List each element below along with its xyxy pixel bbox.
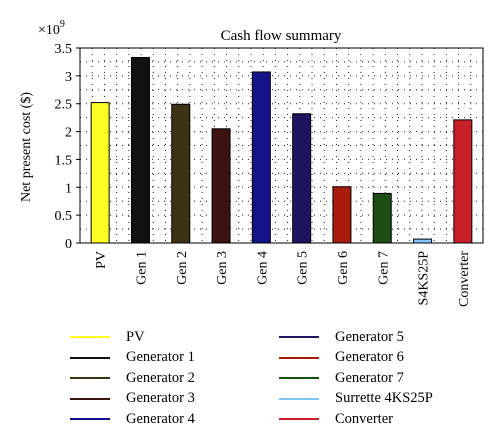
- chart-title: Cash flow summary: [221, 28, 342, 44]
- x-tick-labels: PV Gen 1 Gen 2 Gen 3 Gen 4 Gen 5 Gen 6 Gen 7 S4K…: [94, 251, 472, 307]
- y-tick-label: 1.5: [55, 153, 73, 168]
- plot-frame: [79, 47, 484, 244]
- y-tick-label: 0.5: [55, 209, 73, 224]
- x-tick-label: Gen 4: [255, 251, 270, 285]
- y-multiplier-exponent: 9: [60, 19, 65, 30]
- bar-gen-2: [171, 103, 191, 244]
- x-tick-label: Gen 1: [134, 251, 149, 285]
- x-tick-label: PV: [94, 251, 109, 269]
- x-tick-label: Gen 6: [336, 251, 351, 285]
- bar-s4ks25p: [413, 238, 433, 244]
- y-tick-label: 3: [65, 70, 72, 85]
- y-tick-label: 1: [65, 181, 72, 196]
- bar-gen-6: [332, 186, 352, 244]
- y-tick-label: 3.5: [55, 42, 73, 57]
- x-tick-label: Gen 2: [175, 251, 190, 285]
- y-multiplier-base: ×10: [38, 23, 60, 38]
- bar-gen-7: [372, 192, 392, 244]
- bar-gen-3: [211, 128, 231, 244]
- y-multiplier: ×109: [38, 19, 65, 38]
- bar-pv: [90, 102, 110, 244]
- bars: [90, 56, 473, 244]
- bar-gen-5: [292, 113, 312, 244]
- y-tick-label: 0: [65, 237, 72, 252]
- x-tick-label: Converter: [457, 251, 472, 307]
- x-tick-label: Gen 3: [215, 251, 230, 285]
- y-axis-label: Net present cost ($): [19, 92, 34, 202]
- x-tick-label: S4KS25P: [417, 251, 432, 306]
- bar-gen-4: [251, 71, 271, 244]
- y-tick-label: 2: [65, 126, 72, 141]
- bar-gen-1: [130, 56, 150, 244]
- y-ticks: 0 0.5 1 1.5 2 2.5 3 3.5: [55, 42, 80, 252]
- x-tick-label: Gen 7: [376, 251, 391, 285]
- bar-converter: [453, 119, 473, 244]
- y-tick-label: 2.5: [55, 98, 73, 113]
- x-tick-label: Gen 5: [296, 251, 311, 285]
